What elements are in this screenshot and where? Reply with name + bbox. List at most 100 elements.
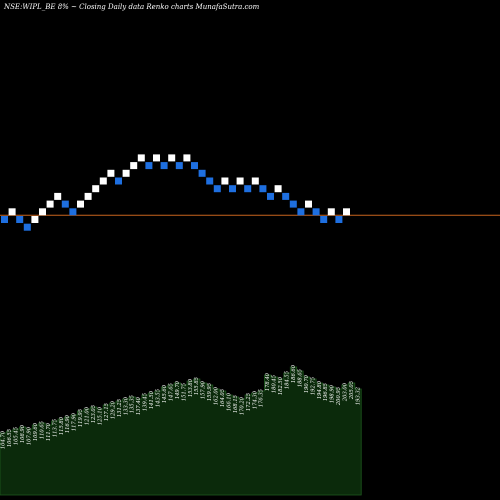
renko-brick-down — [23, 223, 31, 231]
renko-bricks — [1, 154, 350, 231]
volume-value-label: 111.70 — [46, 422, 52, 441]
renko-brick-down — [320, 216, 328, 223]
volume-value-label: 157.90 — [201, 380, 207, 399]
volume-value-label: 180.45 — [272, 375, 278, 393]
volume-value-label: 170.20 — [239, 396, 245, 415]
volume-area — [0, 366, 362, 496]
renko-brick-up — [236, 177, 244, 185]
renko-brick-down — [335, 216, 343, 223]
renko-brick-up — [99, 177, 107, 185]
volume-value-label: 143.55 — [156, 389, 162, 407]
renko-brick-up — [168, 154, 176, 162]
renko-brick-up — [137, 154, 145, 162]
volume-value-label: 176.35 — [259, 389, 265, 407]
volume-area-path — [0, 366, 362, 496]
header-change: 8% — [58, 3, 69, 11]
volume-value-label: 145.60 — [162, 384, 168, 403]
renko-brick-up — [153, 154, 160, 162]
renko-brick-down — [244, 185, 252, 193]
renko-brick-down — [145, 162, 153, 170]
volume-value-label: 137.40 — [136, 396, 142, 415]
renko-brick-up — [122, 169, 130, 177]
renko-brick-up — [31, 216, 39, 223]
renko-brick-down — [61, 200, 69, 208]
volume-value-label: 159.95 — [207, 383, 213, 401]
volume-value-label: 133.30 — [123, 396, 129, 415]
volume-value-label: 135.35 — [130, 395, 136, 413]
volume-value-label: 104.70 — [1, 430, 7, 449]
header-symbol: NSE:WIPL_BE — [3, 3, 55, 11]
volume-value-label: 123.05 — [91, 405, 97, 423]
volume-value-label: 166.10 — [227, 392, 233, 411]
volume-value-label: 205.05 — [349, 381, 355, 400]
renko-brick-down — [16, 216, 24, 223]
renko-brick-up — [107, 169, 115, 177]
volume-value-label: 109.60 — [33, 422, 39, 441]
renko-brick-down — [160, 162, 168, 170]
volume-value-label: 115.80 — [59, 416, 65, 435]
renko-brick-up — [305, 200, 312, 208]
volume-value-label: 141.50 — [149, 390, 155, 409]
renko-brick-down — [213, 185, 221, 193]
renko-brick-up — [130, 162, 138, 170]
header-arrow: ~ — [71, 3, 77, 11]
volume-value-label: 110.65 — [39, 421, 45, 439]
volume-value-label: 200.95 — [336, 387, 342, 406]
renko-brick-down — [1, 216, 8, 223]
renko-brick-down — [267, 192, 274, 200]
volume-value-label: 139.45 — [143, 393, 149, 411]
renko-brick-up — [274, 185, 282, 193]
renko-brick-down — [289, 200, 297, 208]
volume-value-label: 116.90 — [65, 414, 71, 433]
header-chart-title: Daily data Renko charts MunafaSutra.com — [107, 3, 260, 11]
volume-value-label: 149.70 — [175, 380, 181, 399]
volume-value-label: 105.45 — [14, 427, 20, 445]
renko-brick-down — [175, 162, 183, 170]
renko-brick-up — [343, 208, 350, 216]
renko-brick-down — [198, 169, 206, 177]
volume-value-label: 162.00 — [214, 386, 220, 405]
renko-brick-down — [69, 208, 77, 216]
header-closing-label: Closing — [79, 3, 106, 11]
renko-brick-down — [312, 208, 320, 216]
renko-brick-up — [327, 208, 335, 216]
volume-value-label: 198.90 — [330, 384, 336, 403]
renko-brick-down — [115, 177, 122, 185]
volume-value-label: 129.20 — [110, 400, 116, 419]
volume-value-label: 151.75 — [181, 383, 187, 401]
volume-value-label: 113.75 — [52, 419, 58, 437]
renko-brick-down — [191, 162, 198, 170]
volume-value-label: 108.90 — [20, 424, 26, 443]
volume-value-labels: 104.70 106.55 105.45 108.90 107.90 109.60 110.… — [1, 364, 362, 449]
renko-brick-up — [92, 185, 100, 193]
renko-brick-up — [8, 208, 16, 216]
renko-brick-down — [282, 192, 290, 200]
volume-value-label: 147.65 — [168, 383, 174, 401]
volume-value-label: 190.70 — [304, 374, 310, 393]
volume-value-label: 127.15 — [104, 403, 110, 421]
renko-brick-up — [221, 177, 229, 185]
renko-brick-up — [39, 208, 46, 216]
volume-value-label: 168.15 — [233, 395, 239, 413]
renko-brick-up — [251, 177, 259, 185]
renko-brick-up — [84, 192, 92, 200]
chart-header: NSE:WIPL_BE 8% ~ Closing Daily data Renk… — [3, 3, 260, 11]
volume-value-label: 186.60 — [291, 364, 297, 383]
volume-value-label: 164.05 — [220, 389, 226, 407]
renko-brick-down — [259, 185, 267, 193]
renko-brick-down — [297, 208, 305, 216]
volume-value-label: 172.25 — [246, 393, 252, 411]
volume-value-label: 125.10 — [98, 406, 104, 425]
volume-value-label: 203.00 — [343, 382, 349, 402]
volume-value-label: 107.90 — [27, 426, 33, 445]
volume-value-label: 184.55 — [285, 371, 291, 389]
renko-brick-up — [54, 192, 62, 200]
renko-brick-up — [77, 200, 84, 208]
volume-value-label: 188.65 — [297, 369, 303, 387]
volume-value-label: 178.40 — [265, 372, 271, 391]
renko-brick-down — [206, 177, 214, 185]
volume-value-label: 182.50 — [278, 376, 284, 395]
volume-value-label: 117.90 — [72, 412, 78, 431]
volume-value-label: 193.32 — [356, 387, 362, 405]
